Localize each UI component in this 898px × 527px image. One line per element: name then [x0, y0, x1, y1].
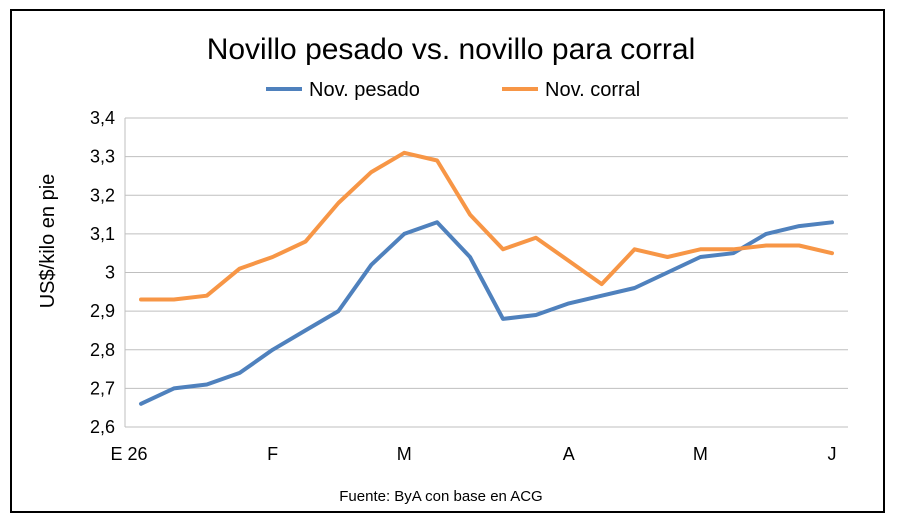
- y-tick-label: 3,4: [90, 108, 115, 128]
- y-tick-label: 3,3: [90, 147, 115, 167]
- chart-title: Novillo pesado vs. novillo para corral: [207, 33, 696, 66]
- line-chart: Novillo pesado vs. novillo para corral N…: [37, 33, 848, 505]
- y-tick-label: 3,2: [90, 185, 115, 205]
- x-tick-label: M: [397, 444, 412, 464]
- y-tick-label: 2,6: [90, 417, 115, 437]
- legend: Nov. pesado Nov. corral: [266, 79, 640, 101]
- y-tick-label: 3,1: [90, 224, 115, 244]
- y-tick-label: 3: [105, 263, 115, 283]
- y-axis-ticks: 2,6 2,7 2,8 2,9 3 3,1 3,2 3,3 3,4: [90, 108, 115, 437]
- series-line-nov-corral: [139, 150, 834, 302]
- y-tick-label: 2,8: [90, 340, 115, 360]
- series-lines: [139, 150, 834, 406]
- gridlines: [124, 117, 848, 428]
- x-tick-label: A: [563, 444, 575, 464]
- y-tick-label: 2,7: [90, 378, 115, 398]
- x-tick-label: F: [267, 444, 278, 464]
- y-axis-label: US$/kilo en pie: [37, 174, 59, 309]
- x-axis-ticks: E 26 F M A M J: [110, 444, 836, 464]
- x-tick-label: J: [828, 444, 837, 464]
- source-note: Fuente: ByA con base en ACG: [339, 488, 542, 505]
- x-tick-label: M: [693, 444, 708, 464]
- legend-label-nov-corral: Nov. corral: [545, 79, 640, 101]
- y-tick-label: 2,9: [90, 301, 115, 321]
- series-line-nov-pesado: [139, 220, 834, 406]
- legend-label-nov-pesado: Nov. pesado: [309, 79, 420, 101]
- chart-frame: Novillo pesado vs. novillo para corral N…: [10, 9, 885, 513]
- x-tick-label: E 26: [110, 444, 147, 464]
